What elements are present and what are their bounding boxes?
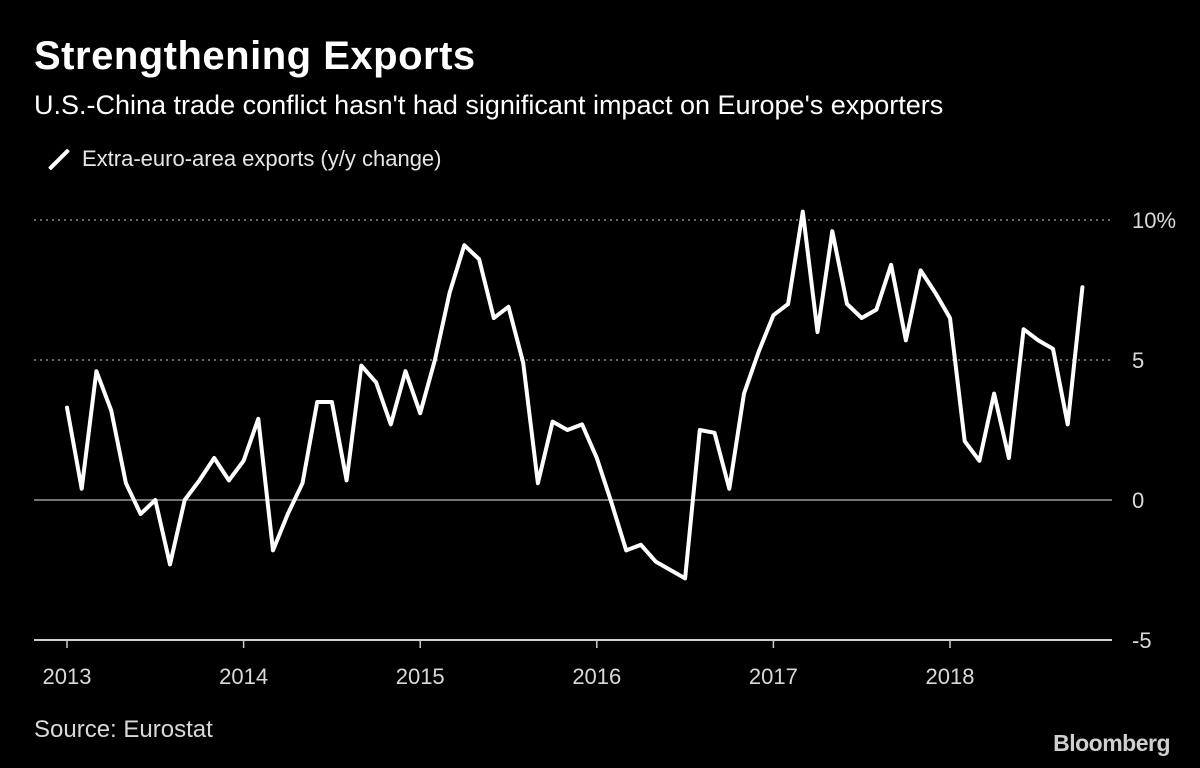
chart-title: Strengthening Exports bbox=[34, 34, 476, 78]
bloomberg-logo: Bloomberg bbox=[1053, 730, 1170, 756]
y-tick-label-0: 0 bbox=[1132, 488, 1144, 513]
y-tick-label-10: 10% bbox=[1132, 208, 1176, 233]
series-line-0 bbox=[65, 209, 1085, 581]
x-tick-label-2016: 2016 bbox=[572, 664, 621, 689]
x-tick-label-2013: 2013 bbox=[43, 664, 92, 689]
x-tick-label-2018: 2018 bbox=[926, 664, 975, 689]
y-tick-label-5: 5 bbox=[1132, 348, 1144, 373]
legend: Extra-euro-area exports (y/y change) bbox=[48, 146, 442, 172]
x-tick-label-2014: 2014 bbox=[219, 664, 268, 689]
x-tick-label-2015: 2015 bbox=[396, 664, 445, 689]
y-tick-label-neg5: -5 bbox=[1132, 628, 1152, 653]
source-note: Source: Eurostat bbox=[34, 716, 213, 743]
x-tick-label-2017: 2017 bbox=[749, 664, 798, 689]
legend-label: Extra-euro-area exports (y/y change) bbox=[82, 146, 442, 171]
chart-subtitle: U.S.-China trade conflict hasn't had sig… bbox=[34, 90, 944, 120]
